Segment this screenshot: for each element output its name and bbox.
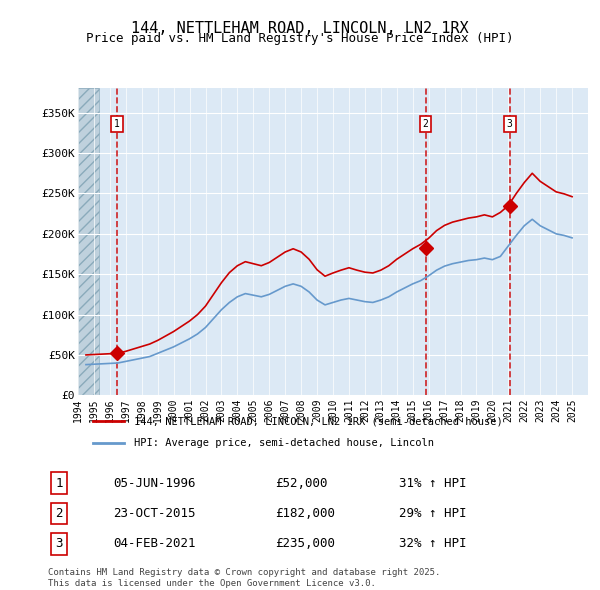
Text: 1: 1 bbox=[114, 119, 120, 129]
Text: £182,000: £182,000 bbox=[275, 507, 335, 520]
Text: 32% ↑ HPI: 32% ↑ HPI bbox=[399, 537, 467, 550]
Bar bbox=[78, 88, 99, 395]
Text: This data is licensed under the Open Government Licence v3.0.: This data is licensed under the Open Gov… bbox=[48, 579, 376, 588]
Bar bbox=[78, 88, 99, 395]
Text: 23-OCT-2015: 23-OCT-2015 bbox=[113, 507, 196, 520]
Text: Contains HM Land Registry data © Crown copyright and database right 2025.: Contains HM Land Registry data © Crown c… bbox=[48, 568, 440, 576]
Text: 04-FEB-2021: 04-FEB-2021 bbox=[113, 537, 196, 550]
Text: 1: 1 bbox=[55, 477, 62, 490]
Text: 2: 2 bbox=[55, 507, 62, 520]
Text: 29% ↑ HPI: 29% ↑ HPI bbox=[399, 507, 467, 520]
Text: Price paid vs. HM Land Registry's House Price Index (HPI): Price paid vs. HM Land Registry's House … bbox=[86, 32, 514, 45]
Text: 2: 2 bbox=[422, 119, 428, 129]
Text: 144, NETTLEHAM ROAD, LINCOLN, LN2 1RX (semi-detached house): 144, NETTLEHAM ROAD, LINCOLN, LN2 1RX (s… bbox=[134, 416, 503, 426]
Text: £235,000: £235,000 bbox=[275, 537, 335, 550]
Text: 3: 3 bbox=[507, 119, 512, 129]
Text: HPI: Average price, semi-detached house, Lincoln: HPI: Average price, semi-detached house,… bbox=[134, 438, 434, 448]
Text: £52,000: £52,000 bbox=[275, 477, 328, 490]
Text: 3: 3 bbox=[55, 537, 62, 550]
Text: 144, NETTLEHAM ROAD, LINCOLN, LN2 1RX: 144, NETTLEHAM ROAD, LINCOLN, LN2 1RX bbox=[131, 21, 469, 35]
Text: 31% ↑ HPI: 31% ↑ HPI bbox=[399, 477, 467, 490]
Text: 05-JUN-1996: 05-JUN-1996 bbox=[113, 477, 196, 490]
